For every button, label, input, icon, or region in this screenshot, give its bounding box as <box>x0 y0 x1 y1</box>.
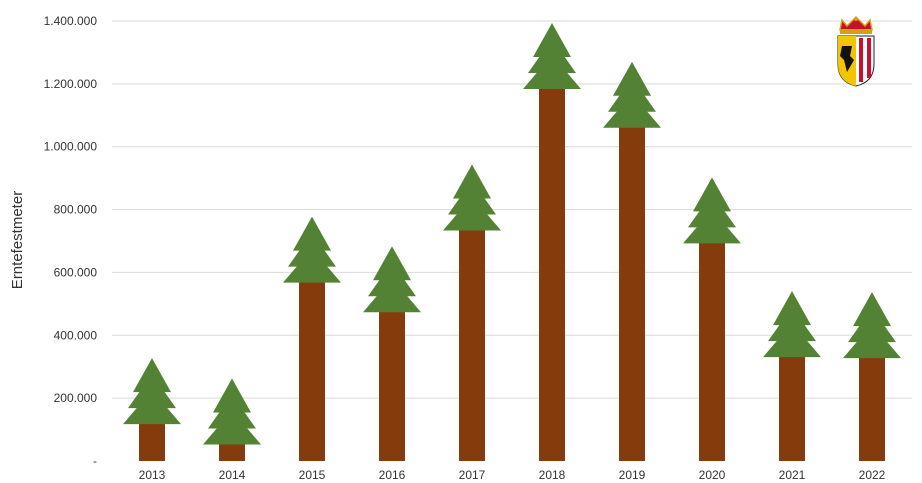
x-tick-label: 2018 <box>539 468 566 482</box>
tree-icon <box>123 358 181 425</box>
bar-2017 <box>443 164 501 461</box>
tree-icon <box>283 216 341 283</box>
y-axis-label: Erntefestmeter <box>9 191 26 289</box>
y-tick-label: 1.200.000 <box>44 77 98 91</box>
y-tick-label: 600.000 <box>54 265 98 279</box>
bar-2022 <box>843 292 901 461</box>
bars <box>123 23 901 462</box>
tree-icon <box>763 291 821 358</box>
x-tick-label: 2016 <box>379 468 406 482</box>
x-tick-label: 2022 <box>859 468 886 482</box>
y-tick-label: 800.000 <box>54 203 98 217</box>
bar-trunk <box>699 229 725 461</box>
tree-icon <box>363 246 421 313</box>
x-tick-label: 2019 <box>619 468 646 482</box>
bar-trunk <box>459 216 485 461</box>
x-tick-label: 2013 <box>139 468 166 482</box>
bar-2015 <box>283 216 341 461</box>
gridlines <box>112 20 912 399</box>
bar-trunk <box>299 268 325 461</box>
coat-of-arms-upper-austria-icon <box>837 15 875 87</box>
tree-icon <box>523 23 581 90</box>
x-tick-label: 2014 <box>219 468 246 482</box>
bar-2013 <box>123 358 181 461</box>
bar-2014 <box>203 378 261 461</box>
x-tick-label: 2015 <box>299 468 326 482</box>
bar-2020 <box>683 177 741 461</box>
y-tick-label: 1.400.000 <box>44 14 98 28</box>
x-tick-label: 2020 <box>699 468 726 482</box>
bar-trunk <box>379 298 405 461</box>
x-tick-label: 2021 <box>779 468 806 482</box>
y-tick-label: 200.000 <box>54 391 98 405</box>
tree-icon <box>843 292 901 359</box>
bar-2021 <box>763 291 821 461</box>
bar-trunk <box>619 113 645 461</box>
tree-icon <box>683 177 741 244</box>
y-tick-label: 1.000.000 <box>44 140 98 154</box>
tree-icon <box>443 164 501 231</box>
y-axis-ticks: - 200.000 400.000 600.000 800.000 1.000.000 1.… <box>44 14 98 468</box>
y-tick-label: - <box>93 454 97 468</box>
bar-trunk <box>859 344 885 461</box>
tree-icon <box>203 378 261 445</box>
bar-2019 <box>603 61 661 461</box>
bar-trunk <box>539 75 565 462</box>
x-axis-ticks: 2013 2014 2015 2016 2017 2018 2019 2020 2021 2022 <box>139 468 886 482</box>
bar-2018 <box>523 23 581 462</box>
bar-2016 <box>363 246 421 461</box>
tree-icon <box>603 61 661 128</box>
x-tick-label: 2017 <box>459 468 486 482</box>
bar-trunk <box>779 343 805 461</box>
y-tick-label: 400.000 <box>54 328 98 342</box>
